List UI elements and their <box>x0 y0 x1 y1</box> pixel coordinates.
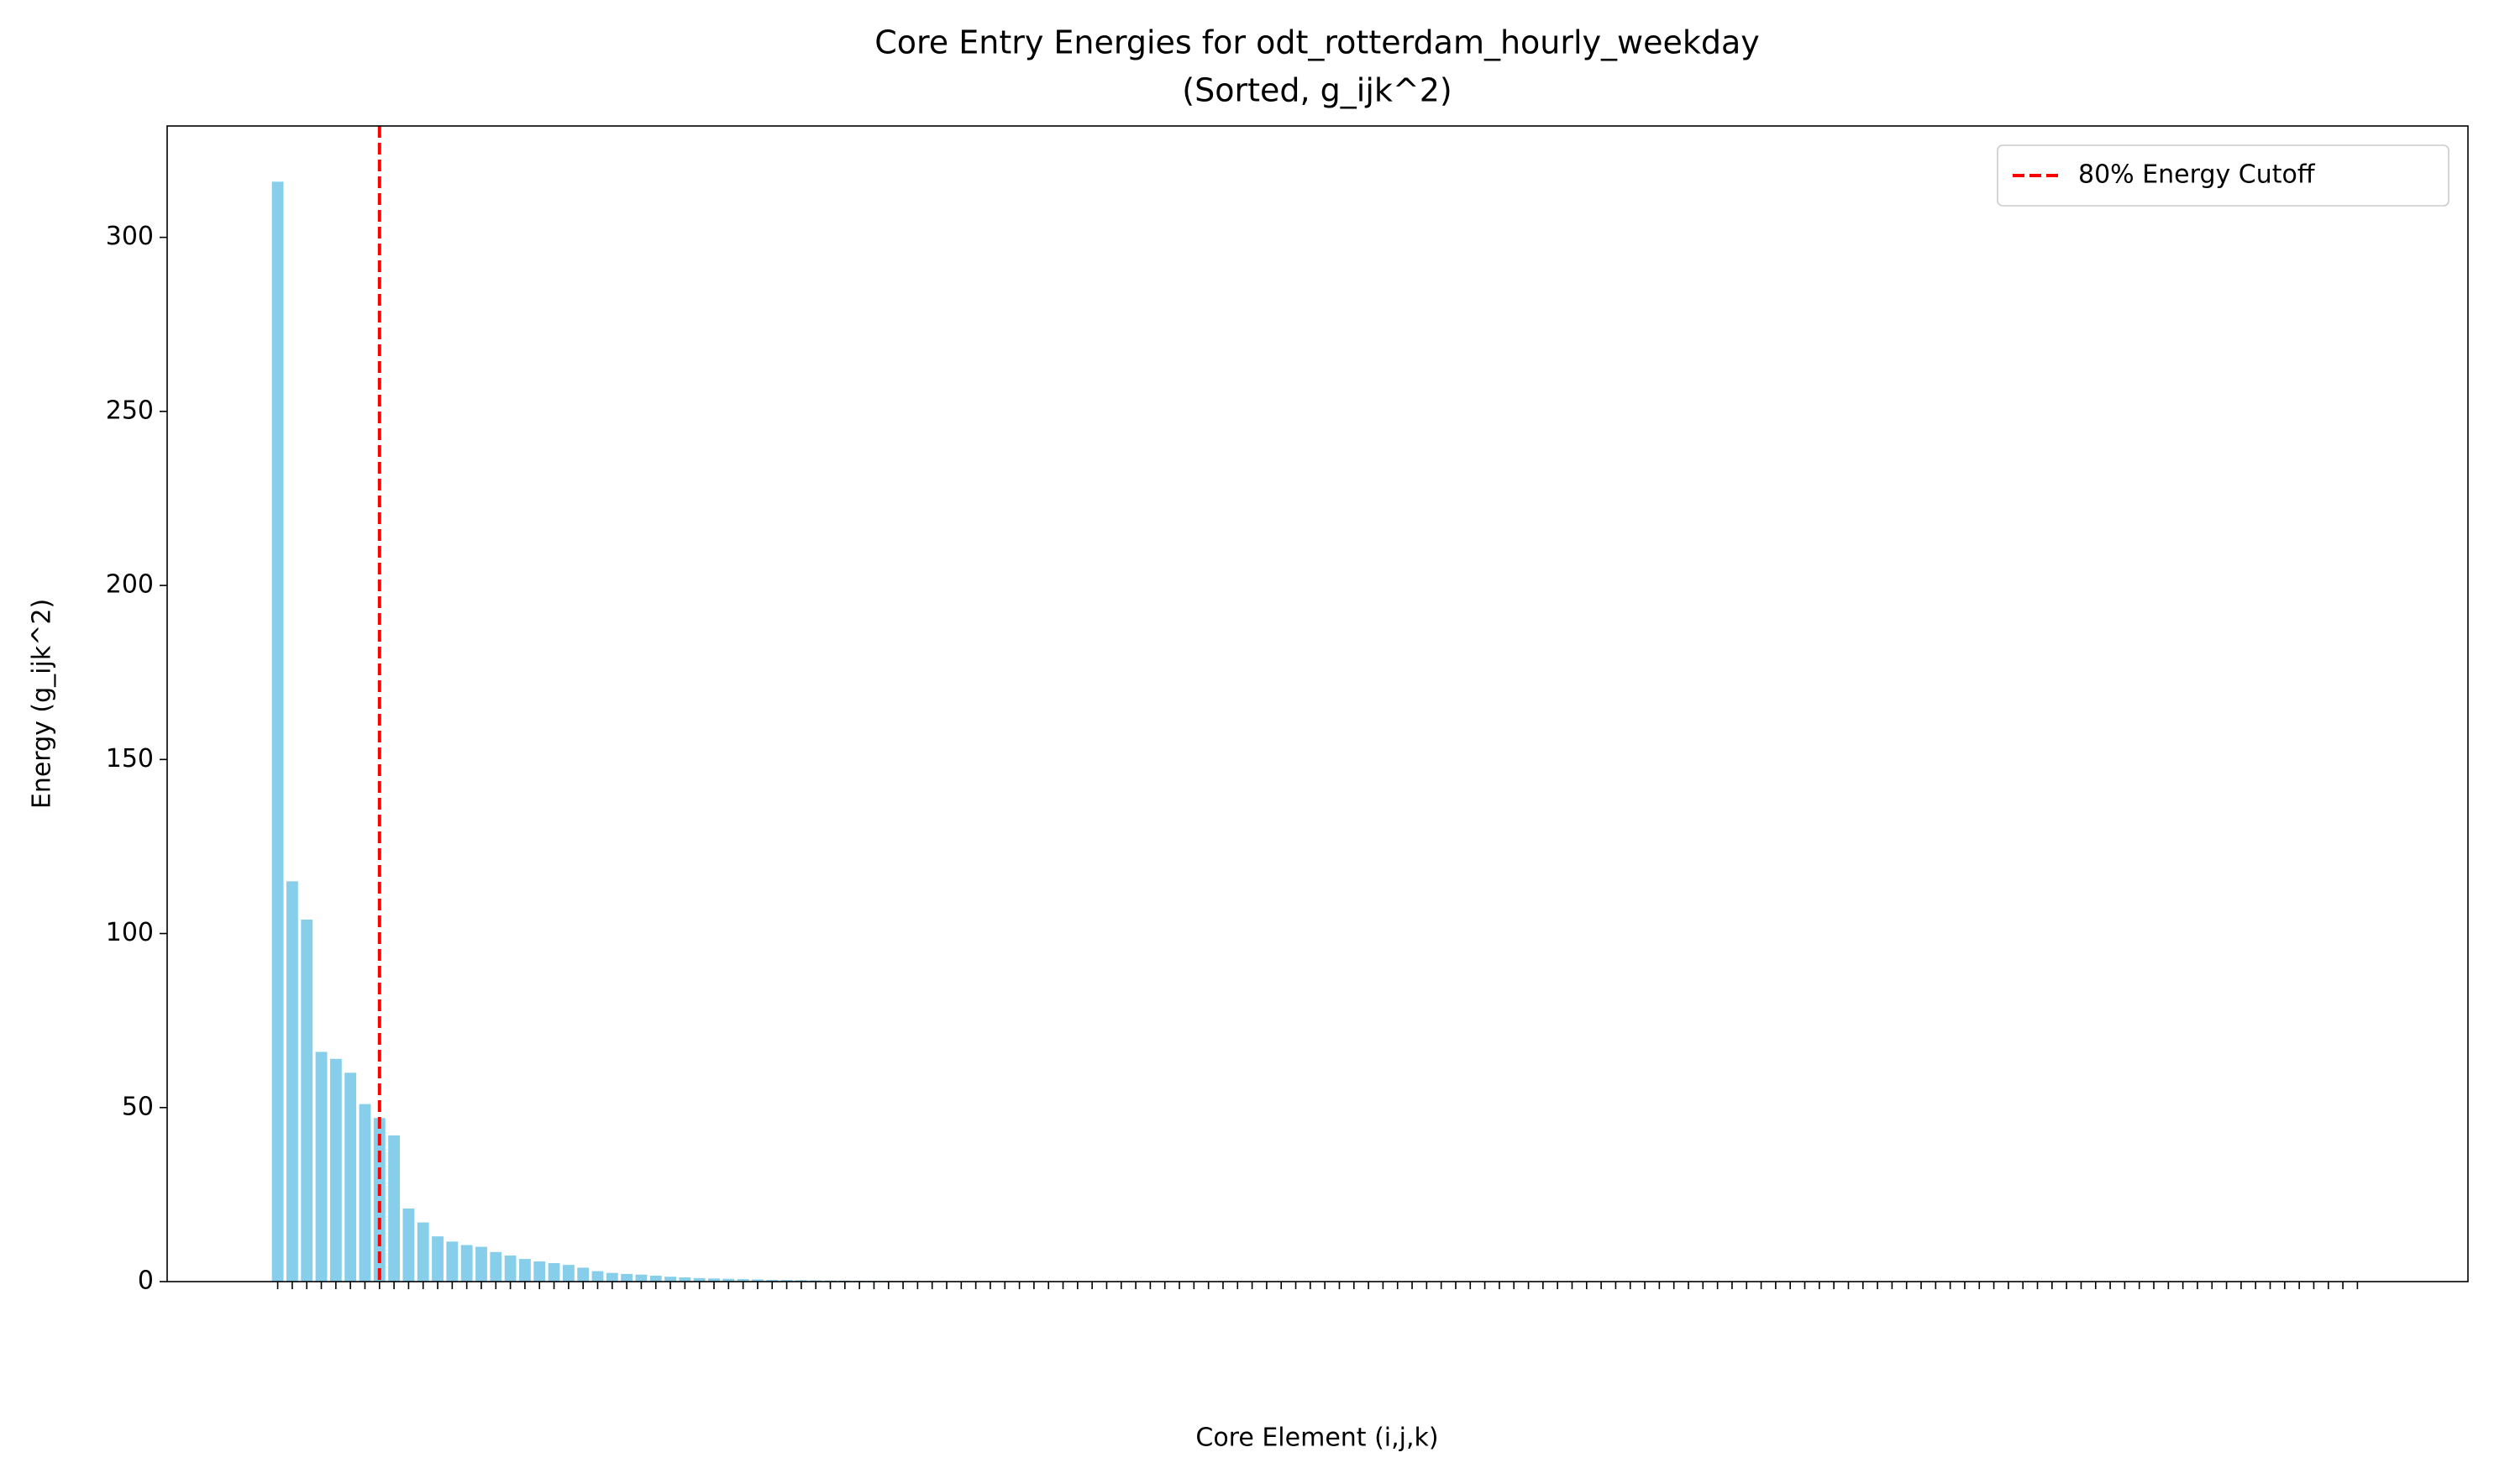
bar <box>766 1279 779 1282</box>
y-tick-label: 300 <box>106 222 154 251</box>
bar <box>780 1280 793 1282</box>
y-tick-label: 100 <box>106 918 154 947</box>
y-tick-label: 50 <box>122 1092 154 1121</box>
x-axis-label: Core Element (i,j,k) <box>1195 1424 1438 1453</box>
bar <box>271 181 284 1282</box>
bar <box>752 1279 764 1282</box>
bar <box>664 1277 676 1282</box>
bar <box>606 1272 618 1282</box>
bar <box>402 1208 415 1282</box>
legend-box <box>1997 144 2449 207</box>
bar <box>621 1273 633 1282</box>
bar <box>795 1280 807 1282</box>
bar <box>533 1261 546 1282</box>
bar <box>693 1277 706 1282</box>
bar <box>432 1236 444 1282</box>
bar <box>649 1275 662 1282</box>
bar <box>359 1104 371 1282</box>
bar <box>635 1274 648 1282</box>
y-tick-label: 150 <box>106 744 154 773</box>
plot-frame <box>166 125 2469 1282</box>
bar <box>344 1072 357 1282</box>
bar <box>417 1222 429 1282</box>
chart-title: Core Entry Energies for odt_rotterdam_ho… <box>874 24 1760 61</box>
bar <box>315 1051 328 1282</box>
bar <box>475 1246 487 1282</box>
bar <box>722 1278 735 1282</box>
bar <box>562 1265 575 1282</box>
bar <box>286 881 298 1282</box>
legend-label: 80% Energy Cutoff <box>2078 160 2316 190</box>
y-tick-label: 250 <box>106 396 154 425</box>
bar <box>577 1267 590 1282</box>
bar <box>446 1241 459 1282</box>
chart-subtitle: (Sorted, g_ijk^2) <box>1182 72 1452 109</box>
bar <box>737 1279 749 1282</box>
bar <box>518 1259 531 1282</box>
bar <box>679 1277 691 1282</box>
bar <box>373 1118 386 1282</box>
bar <box>329 1058 342 1282</box>
bar <box>301 919 313 1282</box>
bar <box>504 1255 517 1282</box>
y-tick-label: 200 <box>106 570 154 600</box>
y-tick-label: 0 <box>138 1266 154 1296</box>
bar <box>708 1278 720 1282</box>
bar <box>388 1135 401 1282</box>
bar <box>490 1251 502 1282</box>
y-axis-label: Energy (g_ijk^2) <box>28 599 57 809</box>
bar <box>460 1245 473 1282</box>
bar <box>548 1263 560 1282</box>
bar <box>591 1271 604 1282</box>
